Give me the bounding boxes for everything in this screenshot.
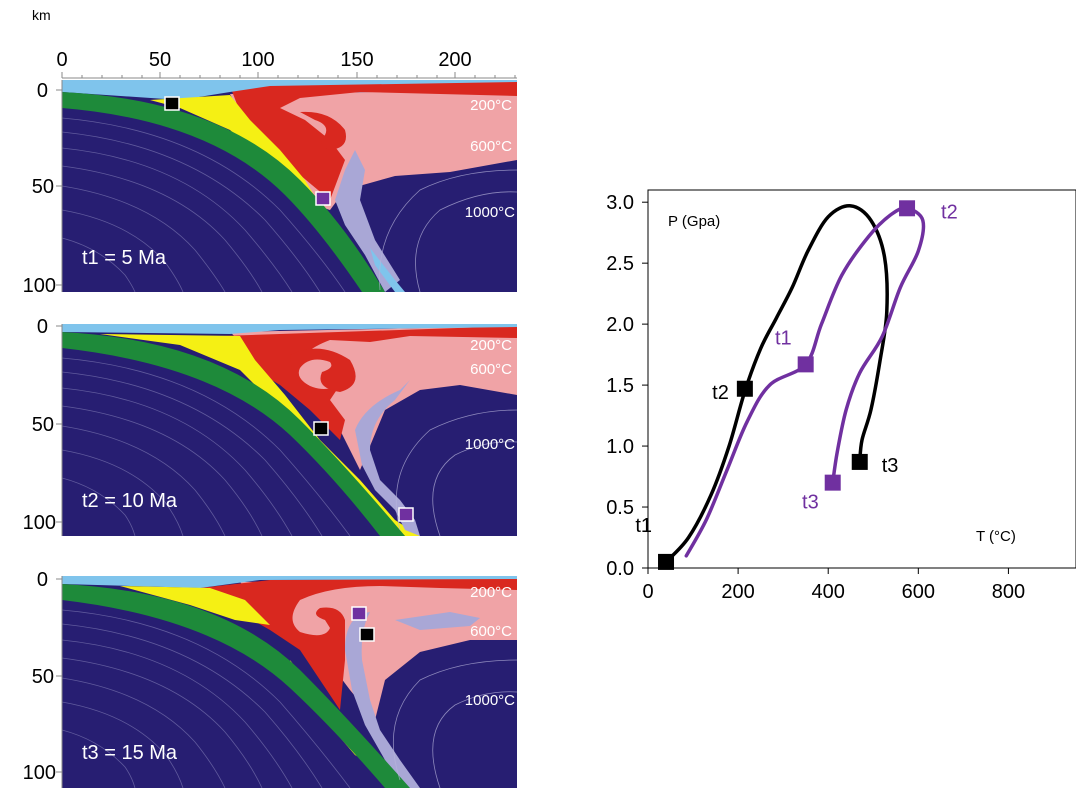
pt-marker-t2 <box>899 200 916 217</box>
water-layer <box>62 576 517 588</box>
y-tick-label: 0.0 <box>606 558 634 580</box>
pt-chart: 0 200 400 600 800 0.0 0.5 1.0 1.5 2.0 2.5 3.0 P (Gp… <box>606 189 1076 603</box>
sediment-layer <box>150 95 320 205</box>
subduction-channel <box>345 612 420 788</box>
y-tick-50: 50 <box>32 176 54 198</box>
pt-marker-label-t1: t1 <box>635 515 652 537</box>
depth-axis-2: 0 50 100 <box>23 316 63 536</box>
depth-axis-3: 0 50 100 <box>23 569 63 788</box>
sediment-layer <box>100 334 420 536</box>
wedge-swirl <box>300 111 346 150</box>
black-marker <box>313 421 329 436</box>
y-tick-label: 2.0 <box>606 314 634 336</box>
panel-t1: 200°C 600°C 1000°C t1 = 5 Ma <box>62 80 517 292</box>
isotherm-1000: 1000°C <box>465 692 515 709</box>
x-axis-label: T (°C) <box>976 528 1016 545</box>
y-tick-label: 0.5 <box>606 497 634 519</box>
wedge-hot <box>230 80 517 200</box>
isotherm-200: 200°C <box>470 337 512 354</box>
y-tick-100: 100 <box>23 275 56 297</box>
pt-path-purple <box>684 206 926 558</box>
isotherm-1000: 1000°C <box>465 436 515 453</box>
x-tick-100: 100 <box>241 49 274 71</box>
isotherm-200: 200°C <box>470 584 512 601</box>
panel-label-t2: t2 = 10 Ma <box>82 490 178 512</box>
pt-marker-t3 <box>851 453 868 470</box>
black-marker <box>359 627 375 642</box>
pt-marker-label-t3: t3 <box>882 455 899 477</box>
panel-label-t1: t1 = 5 Ma <box>82 247 167 269</box>
pt-marker-t1 <box>658 553 675 570</box>
panel-label-t3: t3 = 15 Ma <box>82 742 178 764</box>
isotherm-1000: 1000°C <box>465 204 515 221</box>
panel-t3: 200°C 600°C 1000°C t3 = 15 Ma <box>62 576 517 788</box>
x-tick-0: 0 <box>56 49 67 71</box>
y-tick-0: 0 <box>37 316 48 338</box>
purple-marker <box>315 191 331 206</box>
subduction-channel <box>335 150 400 292</box>
slab-crust <box>62 92 385 292</box>
purple-marker <box>398 507 414 522</box>
x-tick-label: 0 <box>642 581 653 603</box>
pt-marker-label-t3: t3 <box>802 492 819 514</box>
isotherm-600: 600°C <box>470 361 512 378</box>
pt-marker-label-t2: t2 <box>941 201 958 223</box>
pt-marker-t3 <box>824 474 841 491</box>
x-tick-label: 200 <box>721 581 754 603</box>
pt-path-black <box>664 204 889 564</box>
y-tick-label: 1.5 <box>606 375 634 397</box>
x-tick-150: 150 <box>340 49 373 71</box>
x-tick-200: 200 <box>438 49 471 71</box>
y-axis-label: P (Gpa) <box>668 213 720 230</box>
water-layer <box>62 324 517 334</box>
pt-marker-label-t2: t2 <box>712 382 729 404</box>
y-tick-50: 50 <box>32 414 54 436</box>
y-tick-0: 0 <box>37 80 48 102</box>
y-tick-label: 2.5 <box>606 253 634 275</box>
subduction-channel <box>355 380 420 536</box>
black-marker <box>164 96 180 111</box>
water-layer <box>62 80 517 100</box>
isotherm-600: 600°C <box>470 138 512 155</box>
distance-axis: 0 50 100 150 200 <box>56 49 517 79</box>
panel-t2: 200°C 600°C 1000°C t2 = 10 Ma <box>62 324 517 536</box>
slab-crust <box>62 584 410 788</box>
y-tick-50: 50 <box>32 666 54 688</box>
pt-marker-label-t1: t1 <box>775 327 792 349</box>
plot-frame <box>647 189 1076 569</box>
slab-crust <box>62 332 405 536</box>
x-tick-label: 600 <box>902 581 935 603</box>
isotherm-600: 600°C <box>470 623 512 640</box>
depth-axis-1: 0 50 100 <box>23 80 63 297</box>
km-unit-label: km <box>32 7 51 23</box>
y-tick-label: 1.0 <box>606 436 634 458</box>
y-tick-label: 3.0 <box>606 192 634 214</box>
sediment-top <box>120 586 270 625</box>
purple-marker <box>351 606 367 621</box>
x-tick-50: 50 <box>149 49 171 71</box>
x-tick-label: 400 <box>812 581 845 603</box>
x-tick-label: 800 <box>992 581 1025 603</box>
y-tick-100: 100 <box>23 762 56 784</box>
y-tick-100: 100 <box>23 512 56 534</box>
pt-marker-t2 <box>736 380 753 397</box>
y-tick-0: 0 <box>37 569 48 591</box>
isotherm-200: 200°C <box>470 97 512 114</box>
channel-branch <box>395 612 480 630</box>
pt-marker-t1 <box>797 356 814 373</box>
wedge-swirl <box>290 348 356 392</box>
wedge-hot <box>200 578 517 710</box>
